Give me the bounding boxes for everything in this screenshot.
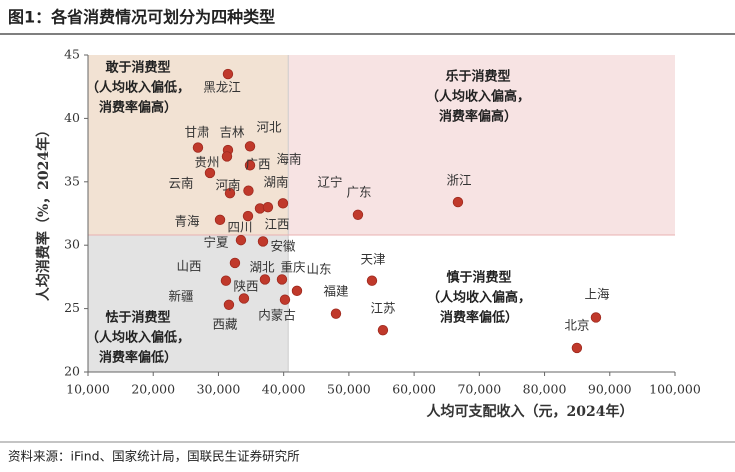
- point-label: 山西: [176, 259, 201, 274]
- x-tick-label: 50,000: [327, 382, 371, 397]
- quadrant-label: 消费率偏高）: [99, 100, 177, 116]
- point: [223, 299, 235, 310]
- quadrant-label: 怯于消费型: [105, 310, 170, 326]
- quadrant: [288, 55, 675, 236]
- point: [238, 293, 250, 304]
- quadrant-label: （人均收入偏高，: [427, 290, 531, 306]
- point-label: 四川: [227, 220, 252, 235]
- chart-title: 图1：各省消费情况可划分为四种类型: [8, 8, 275, 27]
- quadrant-label: 消费率偏低）: [440, 310, 518, 326]
- quadrant-label: （人均收入偏高，: [426, 89, 530, 105]
- point-label: 浙江: [446, 173, 471, 188]
- point-label: 江西: [264, 217, 289, 232]
- source: 资料来源：iFind、国家统计局，国联民生证券研究所: [8, 449, 300, 464]
- point: [330, 308, 342, 319]
- point: [590, 312, 602, 323]
- point-label: 北京: [564, 318, 589, 333]
- point: [242, 210, 254, 222]
- quadrant-label: 乐于消费型: [445, 69, 510, 85]
- quadrant-label: 消费率偏高）: [439, 109, 517, 125]
- point: [224, 188, 236, 199]
- point-label: 宁夏: [203, 235, 229, 250]
- y-tick-label: 35: [64, 173, 80, 188]
- point: [204, 167, 216, 179]
- point: [244, 141, 256, 152]
- x-tick-label: 40,000: [262, 382, 306, 397]
- point-label: 上海: [584, 287, 610, 302]
- point: [220, 275, 232, 286]
- point: [235, 234, 247, 246]
- x-tick-label: 60,000: [392, 382, 436, 397]
- point: [192, 142, 204, 153]
- point-label: 海南: [276, 152, 301, 167]
- point-label: 甘肃: [184, 125, 209, 140]
- x-tick-label: 20,000: [131, 382, 175, 397]
- point-label: 重庆: [280, 260, 306, 275]
- point: [221, 151, 233, 162]
- point: [276, 274, 288, 285]
- point-label: 河北: [256, 120, 282, 135]
- point-label: 广西: [245, 157, 270, 172]
- point: [243, 185, 254, 196]
- point-label: 贵州: [194, 155, 219, 170]
- point-label: 内蒙古: [258, 308, 296, 323]
- point: [259, 274, 271, 285]
- point: [452, 196, 464, 208]
- x-tick-label: 10,000: [66, 382, 110, 397]
- y-tick-label: 40: [64, 110, 80, 125]
- point: [262, 201, 274, 213]
- y-axis-label: 人均消费率（%，2024年）: [35, 123, 52, 301]
- point: [229, 257, 241, 269]
- quadrant-label: 慎于消费型: [446, 270, 511, 286]
- quadrant: [288, 235, 675, 372]
- quadrant-label: 敢于消费型: [105, 60, 170, 76]
- point: [222, 68, 234, 80]
- x-tick-label: 30,000: [197, 382, 241, 397]
- quadrant-label: （人均收入偏低，: [86, 330, 190, 346]
- y-tick-label: 30: [64, 237, 80, 252]
- y-tick-label: 45: [64, 47, 80, 62]
- x-tick-label: 80,000: [523, 382, 567, 397]
- point: [571, 342, 583, 354]
- point-label: 辽宁: [317, 175, 342, 190]
- x-tick-label: 100,000: [649, 382, 701, 397]
- point: [279, 294, 291, 305]
- x-tick-label: 70,000: [457, 382, 501, 397]
- point-label: 黑龙江: [203, 80, 241, 95]
- point-label: 福建: [323, 284, 349, 299]
- quadrant: [88, 235, 289, 372]
- point-label: 西藏: [212, 317, 238, 332]
- point-label: 安徽: [270, 239, 296, 254]
- x-axis-label: 人均可支配收入（元，2024年）: [427, 403, 634, 420]
- point-label: 吉林: [219, 125, 245, 140]
- point-label: 新疆: [168, 289, 193, 304]
- point: [257, 236, 269, 247]
- point: [244, 160, 256, 171]
- quadrant-label: （人均收入偏低，: [86, 80, 190, 96]
- point: [277, 198, 289, 209]
- point-label: 陕西: [233, 279, 258, 294]
- y-tick-label: 25: [64, 300, 80, 315]
- point-label: 山东: [306, 262, 331, 277]
- point-label: 云南: [168, 176, 193, 191]
- point-label: 湖北: [249, 260, 275, 275]
- point: [291, 285, 303, 297]
- point-label: 江苏: [370, 301, 395, 316]
- quadrant-label: 消费率偏低）: [99, 350, 177, 366]
- y-tick-label: 20: [64, 364, 80, 379]
- point-label: 湖南: [263, 175, 288, 190]
- point-label: 广东: [346, 185, 371, 200]
- point-label: 天津: [360, 252, 385, 267]
- point: [377, 324, 389, 336]
- point-label: 青海: [174, 214, 200, 229]
- point: [352, 209, 364, 220]
- x-tick-label: 90,000: [588, 382, 632, 397]
- point: [366, 275, 378, 286]
- point-label: 河南: [215, 178, 240, 193]
- point: [214, 214, 226, 226]
